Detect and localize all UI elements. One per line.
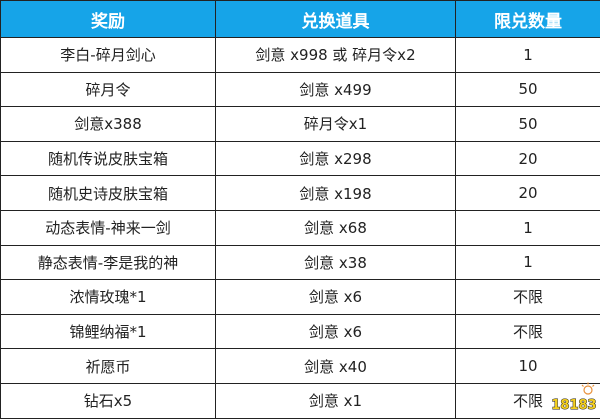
limit-cell: 50 — [455, 106, 600, 142]
reward-cell: 钻石x5 — [0, 382, 216, 419]
reward-cell: 随机传说皮肤宝箱 — [0, 140, 216, 177]
exchange-item-cell: 剑意 x499 — [215, 71, 456, 108]
exchange-item-cell: 剑意 x40 — [215, 348, 456, 384]
reward-cell: 静态表情-李是我的神 — [0, 244, 216, 281]
table-row: 李白-碎月剑心 剑意 x998 或 碎月令x2 1 — [0, 37, 600, 73]
limit-cell: 不限 — [455, 279, 600, 315]
table-row: 动态表情-神来一剑 剑意 x68 1 — [0, 209, 600, 246]
limit-cell: 10 — [455, 348, 600, 384]
table-row: 浓情玫瑰*1 剑意 x6 不限 — [0, 279, 600, 315]
reward-cell: 动态表情-神来一剑 — [0, 209, 216, 246]
exchange-item-cell: 剑意 x38 — [215, 244, 456, 281]
limit-cell: 1 — [455, 209, 600, 246]
table-row: 碎月令 剑意 x499 50 — [0, 71, 600, 108]
table-row: 祈愿币 剑意 x40 10 — [0, 348, 600, 384]
exchange-item-cell: 剑意 x68 — [215, 209, 456, 246]
watermark-text: 18183 — [551, 398, 596, 413]
reward-cell: 随机史诗皮肤宝箱 — [0, 175, 216, 211]
sun-icon — [581, 382, 595, 395]
exchange-item-cell: 剑意 x1 — [215, 382, 456, 419]
table-row: 随机传说皮肤宝箱 剑意 x298 20 — [0, 140, 600, 177]
exchange-item-cell: 剑意 x6 — [215, 313, 456, 350]
limit-cell: 不限 — [455, 382, 600, 419]
reward-cell: 碎月令 — [0, 71, 216, 108]
table-row: 随机史诗皮肤宝箱 剑意 x198 20 — [0, 175, 600, 211]
limit-cell: 20 — [455, 140, 600, 177]
header-limit: 限兑数量 — [455, 0, 600, 38]
reward-cell: 锦鲤纳福*1 — [0, 313, 216, 350]
header-row: 奖励 兑换道具 限兑数量 — [0, 0, 600, 38]
reward-cell: 剑意x388 — [0, 106, 216, 142]
header-exchange-item: 兑换道具 — [215, 0, 456, 38]
limit-cell: 1 — [455, 244, 600, 281]
reward-cell: 浓情玫瑰*1 — [0, 279, 216, 315]
exchange-item-cell: 剑意 x298 — [215, 140, 456, 177]
exchange-item-cell: 碎月令x1 — [215, 106, 456, 142]
limit-cell: 50 — [455, 71, 600, 108]
watermark-logo-18183: 18183 — [551, 382, 597, 414]
exchange-item-cell: 剑意 x6 — [215, 279, 456, 315]
exchange-item-cell: 剑意 x198 — [215, 175, 456, 211]
reward-cell: 李白-碎月剑心 — [0, 37, 216, 73]
reward-cell: 祈愿币 — [0, 348, 216, 384]
limit-cell: 不限 — [455, 313, 600, 350]
table-row: 静态表情-李是我的神 剑意 x38 1 — [0, 244, 600, 281]
limit-cell: 20 — [455, 175, 600, 211]
table-row: 钻石x5 剑意 x1 不限 — [0, 382, 600, 419]
limit-cell: 1 — [455, 37, 600, 73]
exchange-item-cell: 剑意 x998 或 碎月令x2 — [215, 37, 456, 73]
table-row: 剑意x388 碎月令x1 50 — [0, 106, 600, 142]
header-reward: 奖励 — [0, 0, 216, 38]
table-row: 锦鲤纳福*1 剑意 x6 不限 — [0, 313, 600, 350]
